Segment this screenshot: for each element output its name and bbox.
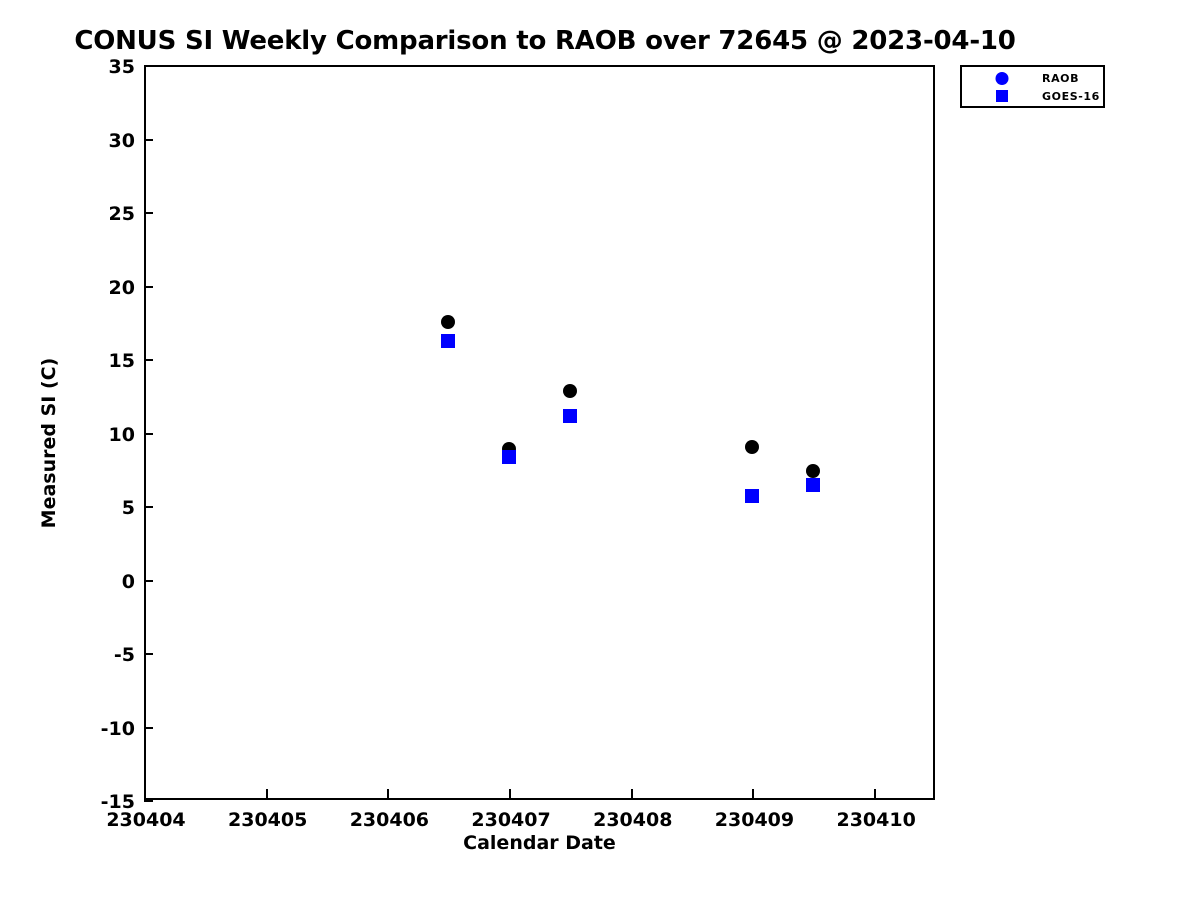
x-axis-label: Calendar Date (463, 832, 616, 854)
data-point-raob (441, 315, 456, 330)
legend-square-icon (996, 90, 1008, 102)
y-tick: 10 (109, 424, 153, 446)
data-point-goes-16 (441, 334, 456, 349)
legend-label: RAOB (1042, 71, 1080, 85)
legend-circle-icon (995, 71, 1009, 85)
y-tick: -10 (101, 718, 153, 740)
x-tick: 230410 (836, 789, 916, 831)
legend-label: GOES-16 (1042, 89, 1100, 103)
y-tick: 20 (109, 277, 153, 299)
y-tick: -5 (114, 644, 153, 666)
legend-item-raob: RAOB (962, 69, 1103, 87)
y-axis-label: Measured SI (C) (38, 357, 60, 529)
y-tick-label: -10 (100, 717, 135, 740)
legend: RAOB GOES-16 (960, 65, 1105, 108)
x-tick-label: 230409 (714, 809, 795, 831)
x-tick: 230407 (471, 789, 551, 831)
x-tick-label: 230406 (349, 809, 430, 831)
y-tick-label: 30 (108, 129, 135, 152)
y-tick: 35 (109, 56, 153, 78)
data-point-goes-16 (806, 478, 821, 493)
y-tick: 5 (122, 497, 153, 519)
legend-item-goes-16: GOES-16 (962, 87, 1103, 105)
y-tick-label: -5 (113, 644, 135, 666)
y-tick: -15 (101, 791, 153, 813)
plot-frame (144, 65, 935, 800)
x-tick: 230404 (106, 789, 186, 831)
x-tick: 230405 (228, 789, 307, 831)
x-tick-label: 230407 (471, 809, 551, 831)
x-tick-label: 230405 (228, 809, 308, 831)
y-tick-label: 35 (108, 56, 135, 78)
y-tick-label: -15 (100, 791, 135, 813)
y-tick: 15 (109, 350, 153, 372)
data-point-raob (745, 440, 760, 455)
y-tick-label: 20 (108, 276, 135, 299)
chart-title: CONUS SI Weekly Comparison to RAOB over … (74, 26, 1016, 56)
data-point-goes-16 (745, 488, 760, 503)
y-tick: 0 (122, 571, 153, 593)
y-tick-label: 0 (121, 570, 135, 593)
y-tick-label: 25 (108, 203, 135, 225)
x-tick: 230408 (593, 789, 672, 831)
y-tick-label: 5 (121, 497, 135, 519)
data-point-raob (562, 384, 577, 399)
x-tick-label: 230408 (593, 809, 673, 831)
data-point-goes-16 (502, 450, 517, 465)
x-tick: 230406 (350, 789, 429, 831)
x-tick-label: 230410 (836, 809, 916, 831)
data-point-raob (806, 463, 821, 478)
x-tick-label: 230404 (106, 809, 186, 831)
y-tick-label: 15 (108, 350, 135, 372)
data-point-goes-16 (562, 409, 577, 424)
y-tick: 25 (109, 203, 153, 225)
plot-area: 35 30 25 20 15 10 5 0 -5 -10 -15 230404 230405 23040… (101, 56, 935, 831)
y-tick-label: 10 (108, 423, 135, 446)
y-tick: 30 (109, 130, 153, 152)
x-tick: 230409 (715, 789, 794, 831)
